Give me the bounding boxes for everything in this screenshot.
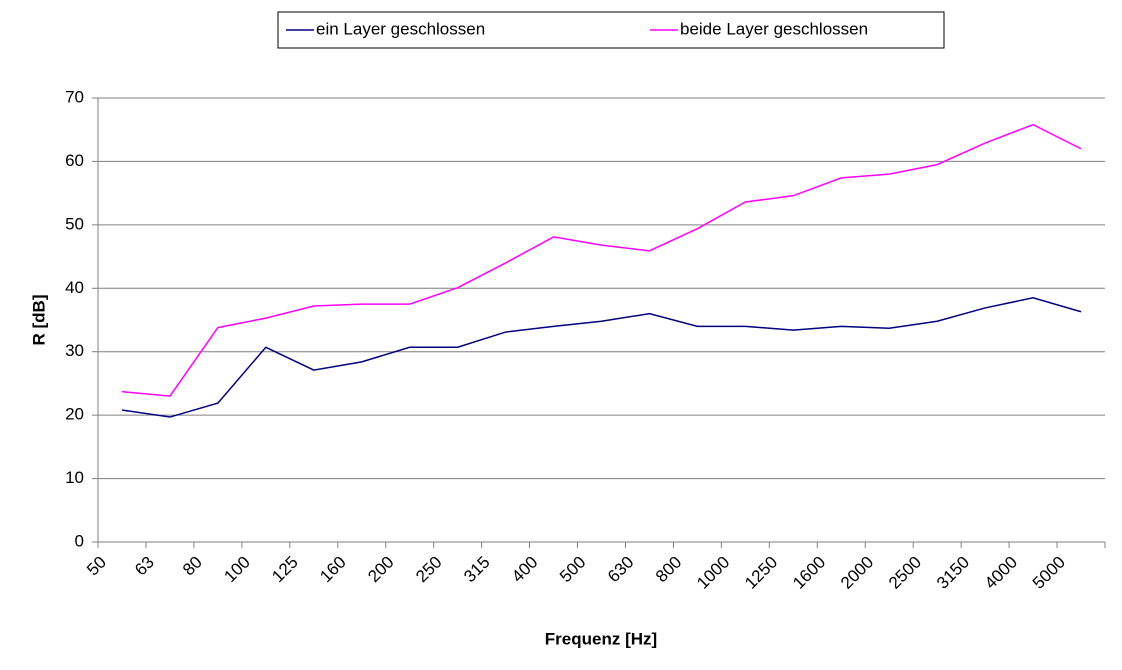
x-tick-label: 315: [460, 553, 493, 586]
series-line: [121, 123, 1082, 397]
x-tick-label: 2000: [837, 553, 877, 593]
y-tick-label: 70: [65, 87, 84, 106]
x-tick-label: 100: [220, 553, 253, 586]
legend-box: [277, 11, 945, 49]
y-tick-label: 50: [65, 214, 84, 233]
legend-label: beide Layer geschlossen: [680, 19, 868, 38]
x-tick-label: 50: [83, 553, 110, 580]
y-tick-label: 30: [65, 341, 84, 360]
x-tick-label: 630: [604, 553, 637, 586]
legend-label: ein Layer geschlossen: [316, 19, 485, 38]
x-tick-label: 63: [131, 553, 158, 580]
x-tick-label: 80: [179, 553, 206, 580]
x-tick-label: 5000: [1029, 553, 1069, 593]
x-tick-label: 2500: [885, 553, 925, 593]
x-tick-label: 200: [364, 553, 397, 586]
x-tick-label: 4000: [981, 553, 1021, 593]
x-tick-label: 1600: [789, 553, 829, 593]
series-line: [121, 297, 1082, 418]
y-axis-title: R [dB]: [29, 295, 48, 346]
x-tick-label: 125: [268, 553, 301, 586]
x-tick-label: 3150: [933, 553, 973, 593]
x-tick-label: 160: [316, 553, 349, 586]
y-tick-label: 0: [75, 531, 84, 550]
x-tick-label: 1000: [693, 553, 733, 593]
x-axis-title: Frequenz [Hz]: [545, 629, 657, 648]
x-tick-label: 800: [652, 553, 685, 586]
y-tick-label: 60: [65, 151, 84, 170]
x-tick-label: 1250: [741, 553, 781, 593]
y-tick-label: 40: [65, 278, 84, 297]
x-tick-label: 250: [412, 553, 445, 586]
y-tick-label: 10: [65, 468, 84, 487]
x-tick-label: 500: [556, 553, 589, 586]
x-tick-label: 400: [508, 553, 541, 586]
y-tick-label: 20: [65, 405, 84, 424]
